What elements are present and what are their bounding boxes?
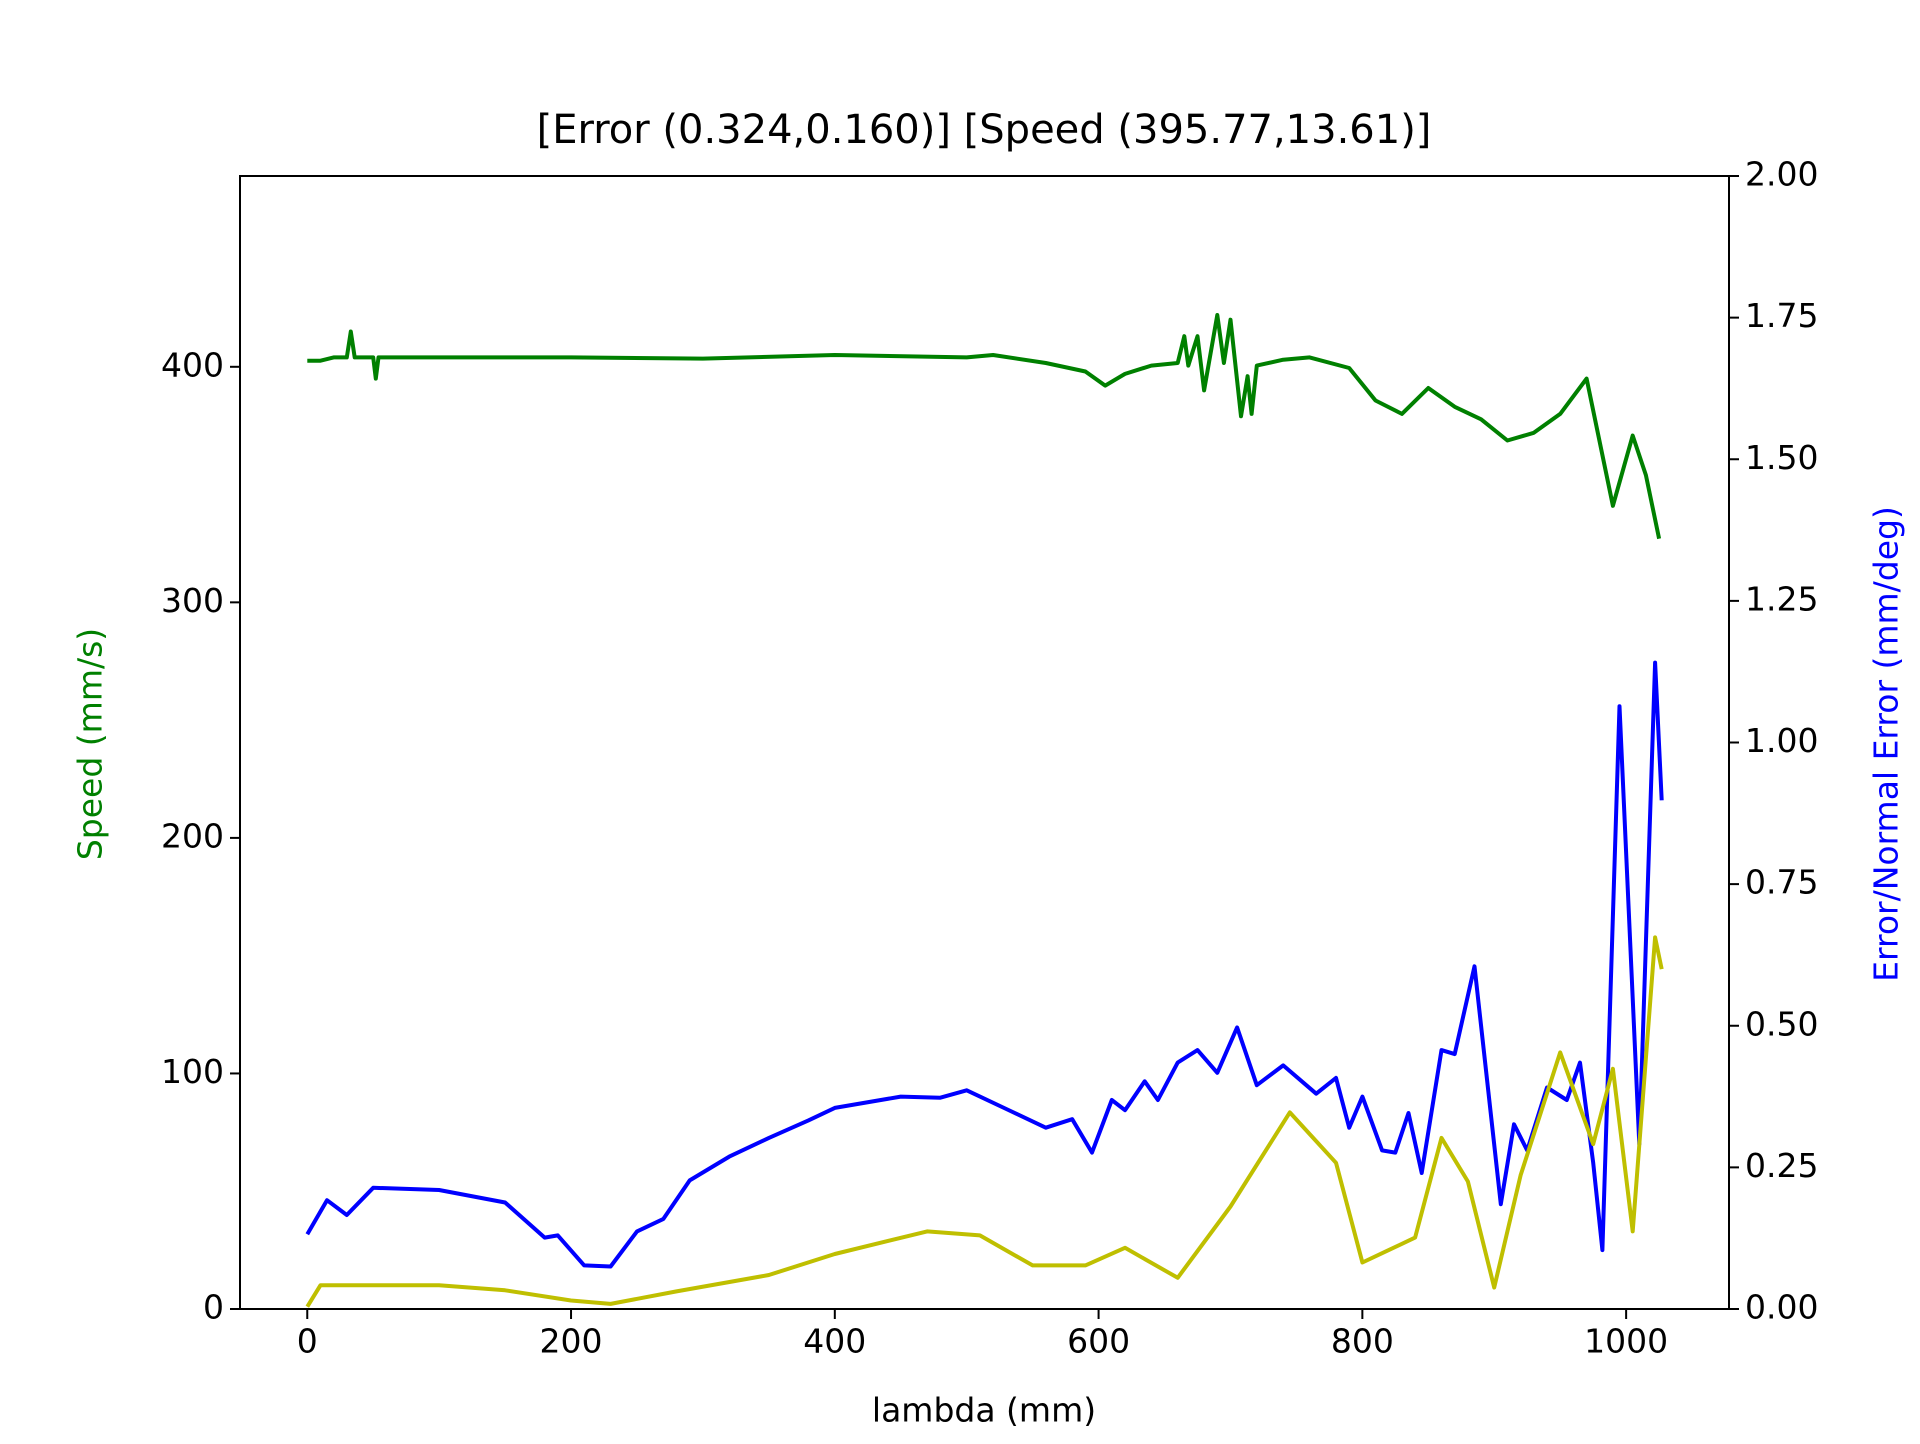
x-tick-label: 0 (297, 1322, 318, 1361)
y2-tick-label: 1.25 (1745, 579, 1818, 618)
y-tick-label: 200 (161, 816, 224, 855)
y2-axis-label: Error/Normal Error (mm/deg) (1867, 506, 1906, 982)
y-axis-label: Speed (mm/s) (71, 628, 110, 860)
x-axis-label: lambda (mm) (872, 1391, 1096, 1430)
data-line (307, 313, 1662, 540)
chart-title: [Error (0.324,0.160)] [Speed (395.77,13.… (537, 107, 1432, 153)
y-tick-label: 300 (161, 581, 224, 620)
x-tick-label: 1000 (1584, 1322, 1668, 1361)
data-line (305, 660, 1664, 1269)
x-tick-label: 200 (540, 1322, 603, 1361)
y2-tick-label: 1.75 (1745, 296, 1818, 335)
y2-tick-label: 0.00 (1745, 1288, 1818, 1327)
y-tick-label: 0 (203, 1288, 224, 1327)
y2-tick-label: 0.25 (1745, 1146, 1818, 1185)
x-tick-label: 800 (1331, 1322, 1394, 1361)
x-tick-label: 400 (803, 1322, 866, 1361)
y2-tick-label: 0.50 (1745, 1004, 1818, 1043)
y2-tick-label: 2.00 (1745, 155, 1818, 194)
y2-tick-label: 0.75 (1745, 863, 1818, 902)
y-tick-label: 400 (161, 345, 224, 384)
y-tick-label: 100 (161, 1052, 224, 1091)
x-tick-label: 600 (1067, 1322, 1130, 1361)
y2-tick-label: 1.00 (1745, 721, 1818, 760)
data-line (305, 935, 1664, 1308)
y2-tick-label: 1.50 (1745, 438, 1818, 477)
